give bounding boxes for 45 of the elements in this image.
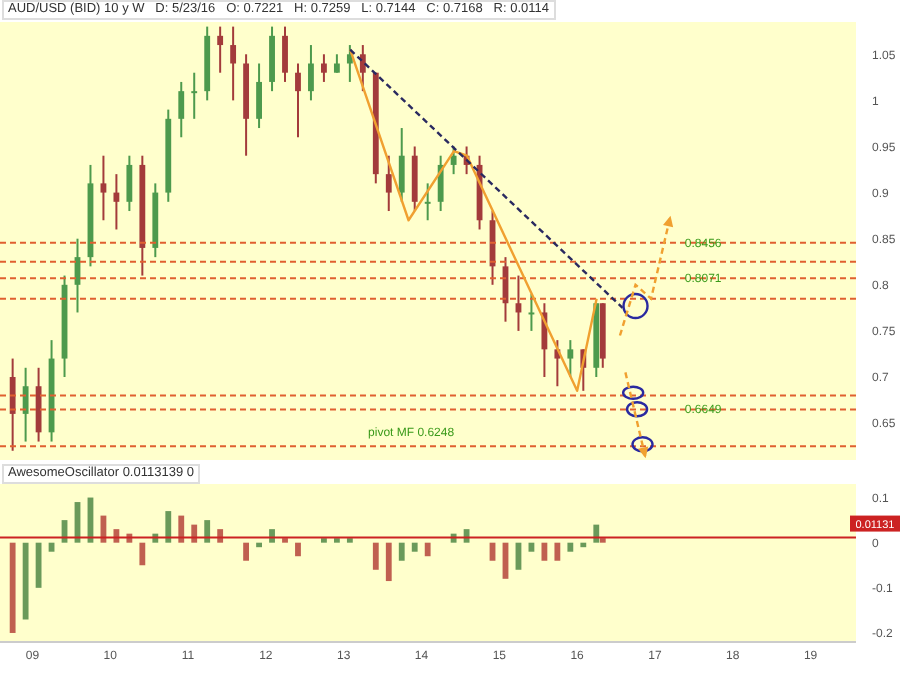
candlestick — [411, 145, 418, 213]
candlestick — [567, 339, 574, 379]
bar — [178, 515, 185, 543]
bar — [372, 542, 379, 570]
bar — [35, 542, 42, 588]
candlestick — [22, 366, 29, 443]
candlestick — [385, 154, 392, 213]
bar — [554, 542, 561, 561]
candlestick — [282, 25, 288, 83]
bar — [398, 542, 405, 561]
candlestick — [126, 154, 133, 213]
bar — [295, 542, 301, 557]
candlestick — [308, 44, 314, 102]
candlestick — [437, 154, 444, 213]
candlestick — [424, 182, 431, 222]
candlestick — [100, 154, 107, 222]
bar — [204, 520, 211, 543]
line-series — [348, 48, 598, 393]
bar — [541, 542, 548, 561]
candlestick — [9, 357, 16, 452]
candlestick — [230, 25, 237, 102]
bar — [567, 542, 574, 552]
bar — [22, 542, 29, 620]
bar — [385, 542, 392, 582]
candlestick — [269, 25, 275, 93]
bar — [9, 542, 16, 633]
bar — [411, 542, 418, 552]
candlestick — [333, 53, 340, 74]
candlestick — [35, 366, 42, 443]
bar — [424, 542, 431, 557]
bar — [165, 511, 172, 543]
candlestick — [191, 71, 198, 120]
bar — [580, 542, 587, 548]
candlestick — [359, 44, 366, 93]
candlestick — [178, 80, 185, 139]
bar — [256, 542, 262, 548]
candlestick — [398, 127, 405, 203]
candlestick — [450, 145, 457, 176]
bar — [139, 542, 146, 566]
candlestick — [113, 173, 120, 231]
candlestick — [217, 25, 224, 74]
candlestick — [295, 62, 301, 139]
candlestick — [321, 53, 327, 83]
bar — [243, 542, 250, 561]
candlestick — [256, 62, 262, 130]
